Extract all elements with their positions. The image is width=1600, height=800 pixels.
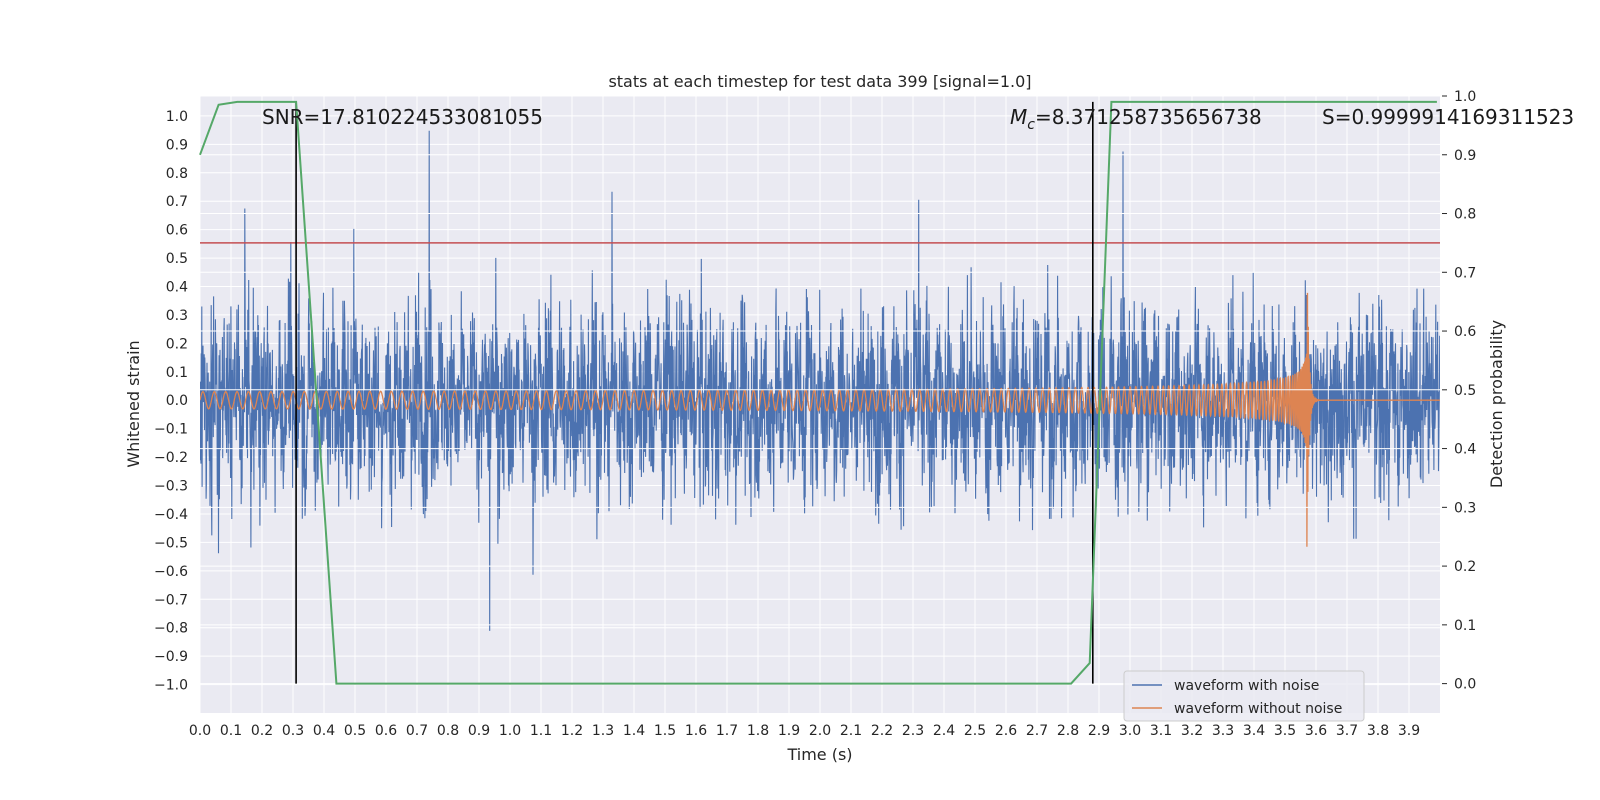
x-tick-label: 3.1 [1150, 723, 1172, 739]
x-tick-label: 2.3 [902, 723, 924, 739]
y-tick-label: −0.6 [154, 564, 188, 580]
x-tick-label: 3.6 [1305, 723, 1327, 739]
chirp-mass-symbol: M [1010, 105, 1027, 129]
s-annotation: S=0.9999914169311523 [1322, 105, 1574, 129]
right-tick-label: 0.6 [1454, 324, 1476, 340]
x-tick-label: 2.0 [809, 723, 831, 739]
y-tick-label: 1.0 [166, 109, 188, 125]
x-tick-label: 2.2 [871, 723, 893, 739]
chirp-mass-subscript: c [1027, 117, 1035, 133]
x-tick-label: 0.5 [344, 723, 366, 739]
x-tick-label: 0.4 [313, 723, 335, 739]
x-tick-label: 1.6 [685, 723, 707, 739]
x-tick-label: 1.1 [530, 723, 552, 739]
right-tick-label: 0.2 [1454, 559, 1476, 575]
x-tick-label: 1.2 [561, 723, 583, 739]
chirp-mass-annotation: Mc=8.371258735656738 [1010, 105, 1262, 133]
x-tick-label: 3.3 [1212, 723, 1234, 739]
right-tick-label: 0.0 [1454, 677, 1476, 693]
right-axis-label: Detection probability [1487, 320, 1506, 488]
x-axis-label: Time (s) [786, 745, 852, 764]
x-tick-label: 1.7 [716, 723, 738, 739]
y-tick-label: −0.8 [154, 621, 188, 637]
y-tick-label: 0.3 [166, 308, 188, 324]
x-tick-label: 1.5 [654, 723, 676, 739]
x-tick-label: 1.4 [623, 723, 645, 739]
chart-title: stats at each timestep for test data 399… [608, 72, 1031, 91]
x-tick-label: 3.0 [1119, 723, 1141, 739]
right-tick-label: 0.4 [1454, 442, 1476, 458]
x-tick-label: 3.4 [1243, 723, 1265, 739]
x-tick-label: 2.1 [840, 723, 862, 739]
y-tick-label: −1.0 [154, 678, 188, 694]
legend-label-clean: waveform without noise [1174, 701, 1342, 717]
series-waveform-without-noise [200, 292, 1440, 547]
chirp-mass-value: =8.371258735656738 [1035, 105, 1262, 129]
right-tick-label: 0.8 [1454, 207, 1476, 223]
x-tick-label: 0.3 [282, 723, 304, 739]
x-tick-label: 0.1 [220, 723, 242, 739]
y-tick-label: −0.3 [154, 479, 188, 495]
x-tick-label: 0.2 [251, 723, 273, 739]
y-axis-label: Whitened strain [124, 340, 143, 467]
noise-line [200, 130, 1440, 631]
right-tick-label: 0.7 [1454, 265, 1476, 281]
y-tick-label: −0.9 [154, 649, 188, 665]
x-tick-label: 1.9 [778, 723, 800, 739]
y-tick-label: 0.8 [166, 166, 188, 182]
x-tick-label: 2.5 [964, 723, 986, 739]
x-tick-label: 0.0 [189, 723, 211, 739]
y-tick-label: 0.1 [166, 365, 188, 381]
right-tick-label: 0.3 [1454, 500, 1476, 516]
x-tick-label: 2.6 [995, 723, 1017, 739]
y-tick-label: 0.0 [166, 393, 188, 409]
x-tick-label: 0.7 [406, 723, 428, 739]
x-tick-label: 1.3 [592, 723, 614, 739]
y-tick-label: 0.6 [166, 223, 188, 239]
x-tick-label: 1.8 [747, 723, 769, 739]
x-tick-label: 2.4 [933, 723, 955, 739]
series-waveform-with-noise [200, 130, 1440, 631]
y-tick-label: −0.1 [154, 422, 188, 438]
right-tick-label: 0.1 [1454, 618, 1476, 634]
x-tick-label: 0.9 [468, 723, 490, 739]
right-tick-label: 0.9 [1454, 148, 1476, 164]
snr-annotation: SNR=17.810224533081055 [262, 105, 543, 129]
x-tick-label: 3.8 [1367, 723, 1389, 739]
x-tick-label: 2.9 [1088, 723, 1110, 739]
right-axis-ticks: 1.0 0.9 0.8 0.7 0.6 0.5 0.4 0.3 0.2 0.1 0.0 [1442, 89, 1476, 693]
legend: waveform with noise waveform without noi… [1123, 670, 1365, 722]
right-tick-label: 1.0 [1454, 89, 1476, 105]
y-axis-ticks: 1.0 0.9 0.8 0.7 0.6 0.5 0.4 0.3 0.2 0.1 0.0 −0.1 −0.… [154, 109, 188, 694]
y-tick-label: 0.9 [166, 137, 188, 153]
clean-line [200, 292, 1440, 547]
x-tick-label: 2.7 [1026, 723, 1048, 739]
legend-box [1123, 670, 1365, 722]
x-tick-label: 2.8 [1057, 723, 1079, 739]
y-tick-label: −0.2 [154, 450, 188, 466]
y-tick-label: 0.2 [166, 336, 188, 352]
x-axis-ticks: 0.0 0.1 0.2 0.3 0.4 0.5 0.6 0.7 0.8 0.9 1.0 1.1 1.2 1… [189, 723, 1420, 739]
y-tick-label: −0.5 [154, 535, 188, 551]
y-tick-label: 0.7 [166, 194, 188, 210]
right-tick-label: 0.5 [1454, 383, 1476, 399]
y-tick-label: −0.4 [154, 507, 188, 523]
x-tick-label: 1.0 [499, 723, 521, 739]
x-tick-label: 3.5 [1274, 723, 1296, 739]
legend-label-noise: waveform with noise [1174, 678, 1319, 694]
x-tick-label: 3.9 [1398, 723, 1420, 739]
x-tick-label: 0.6 [375, 723, 397, 739]
detection-probability-line [199, 100, 1437, 685]
y-tick-label: 0.4 [166, 280, 188, 296]
y-tick-label: 0.5 [166, 251, 188, 267]
x-tick-label: 0.8 [437, 723, 459, 739]
x-tick-label: 3.2 [1181, 723, 1203, 739]
y-tick-label: −0.7 [154, 592, 188, 608]
x-tick-label: 3.7 [1336, 723, 1358, 739]
